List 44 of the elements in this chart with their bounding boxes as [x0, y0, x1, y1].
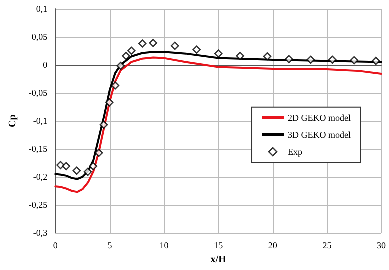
x-tick-label: 15	[214, 240, 224, 251]
x-tick-label: 10	[160, 240, 170, 251]
y-axis-title: Cp	[8, 114, 18, 128]
x-axis-title: x/H	[210, 254, 227, 266]
point	[111, 82, 120, 90]
legend-label: 3D GEKO model	[288, 130, 352, 140]
point	[372, 56, 380, 66]
point	[214, 50, 223, 58]
point	[306, 56, 316, 64]
x-tick-label: 5	[108, 240, 113, 251]
legend-label: Exp	[288, 147, 304, 157]
point	[94, 148, 104, 158]
point	[149, 39, 158, 48]
y-tick-label: 0	[43, 60, 48, 70]
y-tick-label: -0,15	[28, 144, 48, 154]
x-tick-label: 25	[322, 240, 332, 251]
y-tick-label: -0,3	[33, 228, 48, 238]
point	[138, 40, 147, 48]
point	[350, 56, 358, 65]
point	[128, 46, 136, 56]
x-tick-label: 0	[53, 240, 58, 251]
point	[116, 62, 125, 70]
point	[72, 166, 82, 176]
y-tick-label: -0,05	[28, 88, 48, 98]
legend-label: 2D GEKO model	[288, 112, 352, 123]
point	[170, 42, 180, 50]
x-tick-label: 30	[377, 240, 386, 251]
point	[328, 56, 337, 64]
point	[84, 168, 92, 176]
point	[263, 52, 272, 61]
point	[89, 162, 98, 171]
y-tick-label: 0,05	[32, 32, 48, 42]
y-tick-label: -0,2	[33, 172, 48, 182]
x-tick-label: 20	[268, 240, 278, 251]
point	[105, 98, 114, 107]
y-tick-label: -0,1	[33, 116, 48, 126]
point	[236, 52, 244, 60]
y-tick-label: -0,25	[28, 200, 48, 210]
point	[192, 46, 201, 54]
point	[285, 55, 294, 64]
point	[100, 120, 108, 130]
point	[122, 52, 130, 60]
y-tick-label: 0,1	[36, 4, 48, 14]
point	[62, 162, 71, 171]
